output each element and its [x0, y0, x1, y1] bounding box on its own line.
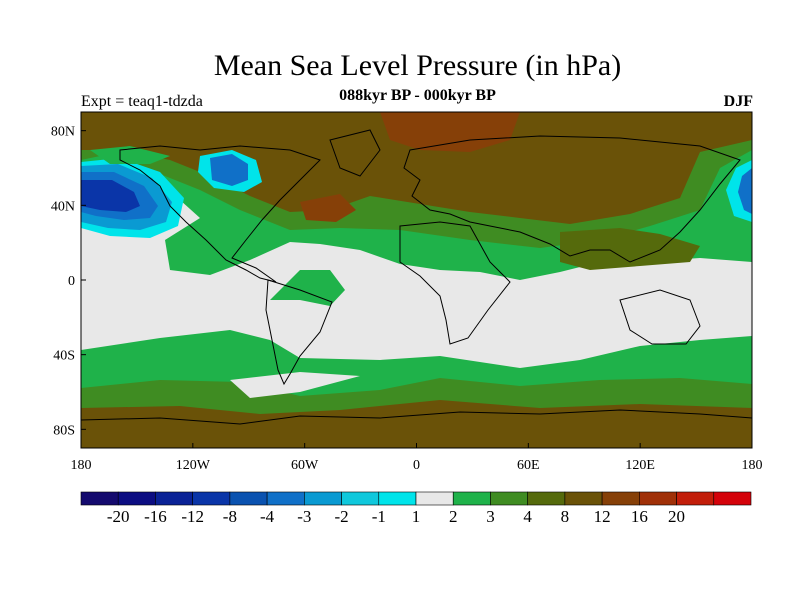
colorbar-label: -20: [107, 507, 130, 526]
colorbar-swatch: [378, 491, 417, 506]
colorbar-swatch: [192, 491, 231, 506]
colorbar-swatch: [713, 491, 752, 506]
colorbar-label: -3: [297, 507, 311, 526]
coast-eurasia: [403, 135, 741, 263]
field-pacific-low-dark-blue: [81, 180, 140, 212]
coast-greenland: [329, 129, 381, 177]
colorbar-swatch: [117, 491, 156, 506]
coast-antarctica: [81, 409, 752, 425]
colorbar-swatch: [415, 491, 454, 506]
field-sh-neutral-band: [230, 372, 360, 398]
x-tick-label: 60E: [517, 458, 540, 473]
colorbar-label: 8: [561, 507, 570, 526]
field-hudson-low-blue: [210, 154, 248, 186]
coast-australia: [619, 289, 701, 345]
x-tick-label: 0: [413, 458, 420, 473]
coast-south-america: [265, 279, 333, 386]
colorbar-swatch: [639, 491, 677, 506]
colorbar-swatch: [341, 491, 380, 506]
colorbar-label: -1: [372, 507, 386, 526]
colorbar-swatch: [490, 491, 528, 506]
colorbar: -20 -16 -12 -8 -4 -3 -2 -1 1 2 3 4 8 12 16 20: [80, 491, 752, 526]
colorbar-swatch: [601, 491, 640, 506]
colorbar-swatch: [266, 491, 305, 506]
field-sh-brown: [81, 400, 752, 448]
colorbar-label: -12: [181, 507, 204, 526]
y-axis: 80N 40N 0 40S 80S: [51, 125, 86, 438]
colorbar-swatch: [304, 491, 342, 506]
colorbar-label: -4: [260, 507, 275, 526]
field-nh-brown: [81, 112, 752, 224]
colorbar-swatch: [155, 491, 193, 506]
colorbar-label: 3: [486, 507, 495, 526]
y-tick-label: 40N: [51, 199, 75, 214]
season-label: DJF: [723, 93, 753, 110]
coast-africa: [399, 221, 511, 345]
colorbar-label: 20: [668, 507, 685, 526]
x-tick-label: 180: [71, 458, 92, 473]
colorbar-label: 2: [449, 507, 458, 526]
colorbar-swatch: [452, 491, 491, 506]
coastlines: [81, 129, 752, 425]
colorbar-label: 12: [594, 507, 611, 526]
x-tick-label: 120E: [625, 458, 655, 473]
colorbar-label: 16: [631, 507, 648, 526]
colorbar-swatch: [80, 491, 119, 506]
colorbar-swatch: [676, 491, 715, 506]
field-nh-olive: [560, 228, 700, 270]
experiment-label: Expt = teaq1-tdzda: [81, 93, 203, 110]
colorbar-label: 4: [523, 507, 532, 526]
colorbar-swatch: [527, 491, 566, 506]
colorbar-label: 1: [412, 507, 421, 526]
field-atlantic-high: [300, 194, 356, 222]
x-tick-label: 180: [742, 458, 763, 473]
field-atlantic-green: [270, 270, 345, 306]
colorbar-label: -2: [334, 507, 348, 526]
pressure-field: [81, 112, 752, 448]
y-tick-label: 40S: [53, 349, 75, 364]
colorbar-swatch: [564, 491, 603, 506]
field-west-pacific-low-blue: [738, 168, 752, 214]
field-arctic-high: [380, 112, 520, 152]
y-tick-label: 80N: [51, 125, 75, 140]
coast-north-america: [119, 145, 321, 283]
colorbar-label: -16: [144, 507, 167, 526]
colorbar-label: -8: [223, 507, 237, 526]
colorbar-swatch: [229, 491, 268, 506]
x-tick-label: 60W: [291, 458, 319, 473]
x-tick-label: 120W: [176, 458, 211, 473]
y-tick-label: 0: [68, 274, 75, 289]
x-axis: 180 120W 60W 0 60E 120E 180: [71, 443, 763, 473]
map-subtitle: 088kyr BP - 000kyr BP: [339, 87, 496, 104]
y-tick-label: 80S: [53, 423, 75, 438]
map-title: Mean Sea Level Pressure (in hPa): [213, 49, 622, 82]
field-arctic-green: [90, 146, 170, 164]
